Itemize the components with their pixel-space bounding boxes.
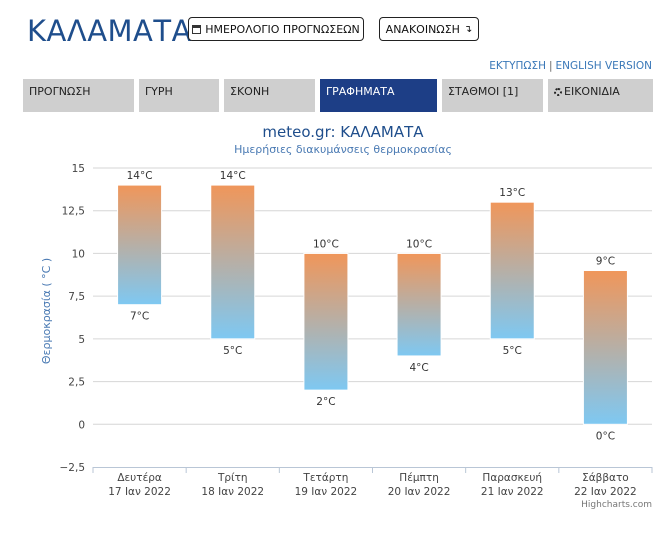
x-tick-day-label: Πέμπτη (399, 472, 439, 484)
tab-label: ΣΚΟΝΗ (230, 85, 270, 98)
min-temp-label: 0°C (596, 430, 615, 442)
temperature-range-bar (582, 270, 628, 425)
temperature-chart: meteo.gr: ΚΑΛΑΜΑΤΑ Ημερήσιες διακυμάνσει… (40, 123, 653, 498)
max-temp-label: 10°C (406, 238, 432, 250)
tab-graphs[interactable]: ΓΡΑΦΗΜΑΤΑ (320, 79, 437, 112)
temperature-range-bar (117, 184, 163, 306)
calendar-icon (192, 24, 202, 34)
tab-icons[interactable]: ΕΙΚΟΝΙΔΙΑ (548, 79, 653, 112)
x-tick-day-label: Τρίτη (217, 472, 248, 484)
x-tick-day-label: Σάββατο (582, 472, 629, 484)
y-tick-label: 5 (78, 334, 85, 346)
y-tick-label: −2,5 (60, 462, 86, 474)
announcement-label: ΑΝΑΚΟΙΝΩΣΗ (385, 22, 460, 36)
y-tick-label: 10 (72, 248, 85, 260)
min-temp-label: 5°C (223, 345, 242, 357)
forecast-calendar-button[interactable]: ΗΜΕΡΟΛΟΓΙΟ ΠΡΟΓΝΩΣΕΩΝ (188, 17, 364, 41)
site-title: ΚΑΛΑΜΑΤΑ (27, 14, 192, 48)
chart-title: meteo.gr: ΚΑΛΑΜΑΤΑ (262, 123, 424, 141)
y-tick-label: 0 (78, 419, 85, 431)
x-tick-day-label: Παρασκευή (482, 472, 542, 484)
max-temp-label: 13°C (499, 187, 525, 199)
min-temp-label: 2°C (316, 396, 335, 408)
tab-label: ΕΙΚΟΝΙΔΙΑ (564, 85, 620, 98)
max-temp-label: 14°C (127, 170, 153, 182)
x-tick-date-label: 20 Ιαν 2022 (388, 486, 451, 498)
max-temp-label: 14°C (220, 170, 246, 182)
tab-label: ΓΡΑΦΗΜΑΤΑ (326, 85, 395, 98)
max-temp-label: 9°C (596, 256, 615, 268)
y-tick-label: 12,5 (62, 206, 85, 218)
max-temp-label: 10°C (313, 238, 339, 250)
temperature-range-bar (210, 184, 256, 340)
x-tick-date-label: 21 Ιαν 2022 (481, 486, 544, 498)
temperature-range-bar (489, 201, 535, 340)
highcharts-credits[interactable]: Highcharts.com (581, 500, 652, 510)
x-tick-date-label: 19 Ιαν 2022 (295, 486, 358, 498)
min-temp-label: 7°C (130, 311, 149, 323)
y-tick-label: 2,5 (68, 377, 85, 389)
min-temp-label: 5°C (503, 345, 522, 357)
announcement-button[interactable]: ΑΝΑΚΟΙΝΩΣΗ ↴ (379, 17, 479, 41)
x-tick-day-label: Τετάρτη (302, 472, 348, 484)
tab-pollen[interactable]: ΓΥΡΗ (139, 79, 219, 112)
y-tick-label: 15 (72, 163, 85, 175)
forecast-calendar-label: ΗΜΕΡΟΛΟΓΙΟ ΠΡΟΓΝΩΣΕΩΝ (205, 22, 360, 36)
y-axis-title: Θερμοκρασία ( °C ) (40, 258, 53, 364)
tab-dust[interactable]: ΣΚΟΝΗ (224, 79, 315, 112)
link-separator: | (548, 60, 553, 72)
arrow-down-icon: ↴ (463, 23, 473, 35)
tab-label: ΠΡΟΓΝΩΣΗ (29, 85, 91, 98)
y-tick-label: 7,5 (68, 291, 85, 303)
x-tick-date-label: 17 Ιαν 2022 (108, 486, 171, 498)
tab-label: ΣΤΑΘΜΟΙ [1] (448, 85, 519, 98)
tab-stations[interactable]: ΣΤΑΘΜΟΙ [1] (442, 79, 543, 112)
english-version-link[interactable]: ENGLISH VERSION (555, 60, 652, 72)
x-tick-day-label: Δευτέρα (117, 472, 162, 484)
tab-label: ΓΥΡΗ (145, 85, 173, 98)
chart-subtitle: Ημερήσιες διακυμάνσεις θερμοκρασίας (234, 143, 452, 156)
x-tick-date-label: 22 Ιαν 2022 (574, 486, 637, 498)
top-links: ΕΚΤΥΠΩΣΗ | ENGLISH VERSION (489, 60, 652, 72)
x-tick-date-label: 18 Ιαν 2022 (201, 486, 264, 498)
temperature-range-bar (396, 252, 442, 357)
tab-forecast[interactable]: ΠΡΟΓΝΩΣΗ (23, 79, 134, 112)
print-link[interactable]: ΕΚΤΥΠΩΣΗ (489, 60, 546, 72)
temperature-range-bar (303, 252, 349, 391)
min-temp-label: 4°C (409, 362, 428, 374)
gear-icon (554, 88, 562, 96)
